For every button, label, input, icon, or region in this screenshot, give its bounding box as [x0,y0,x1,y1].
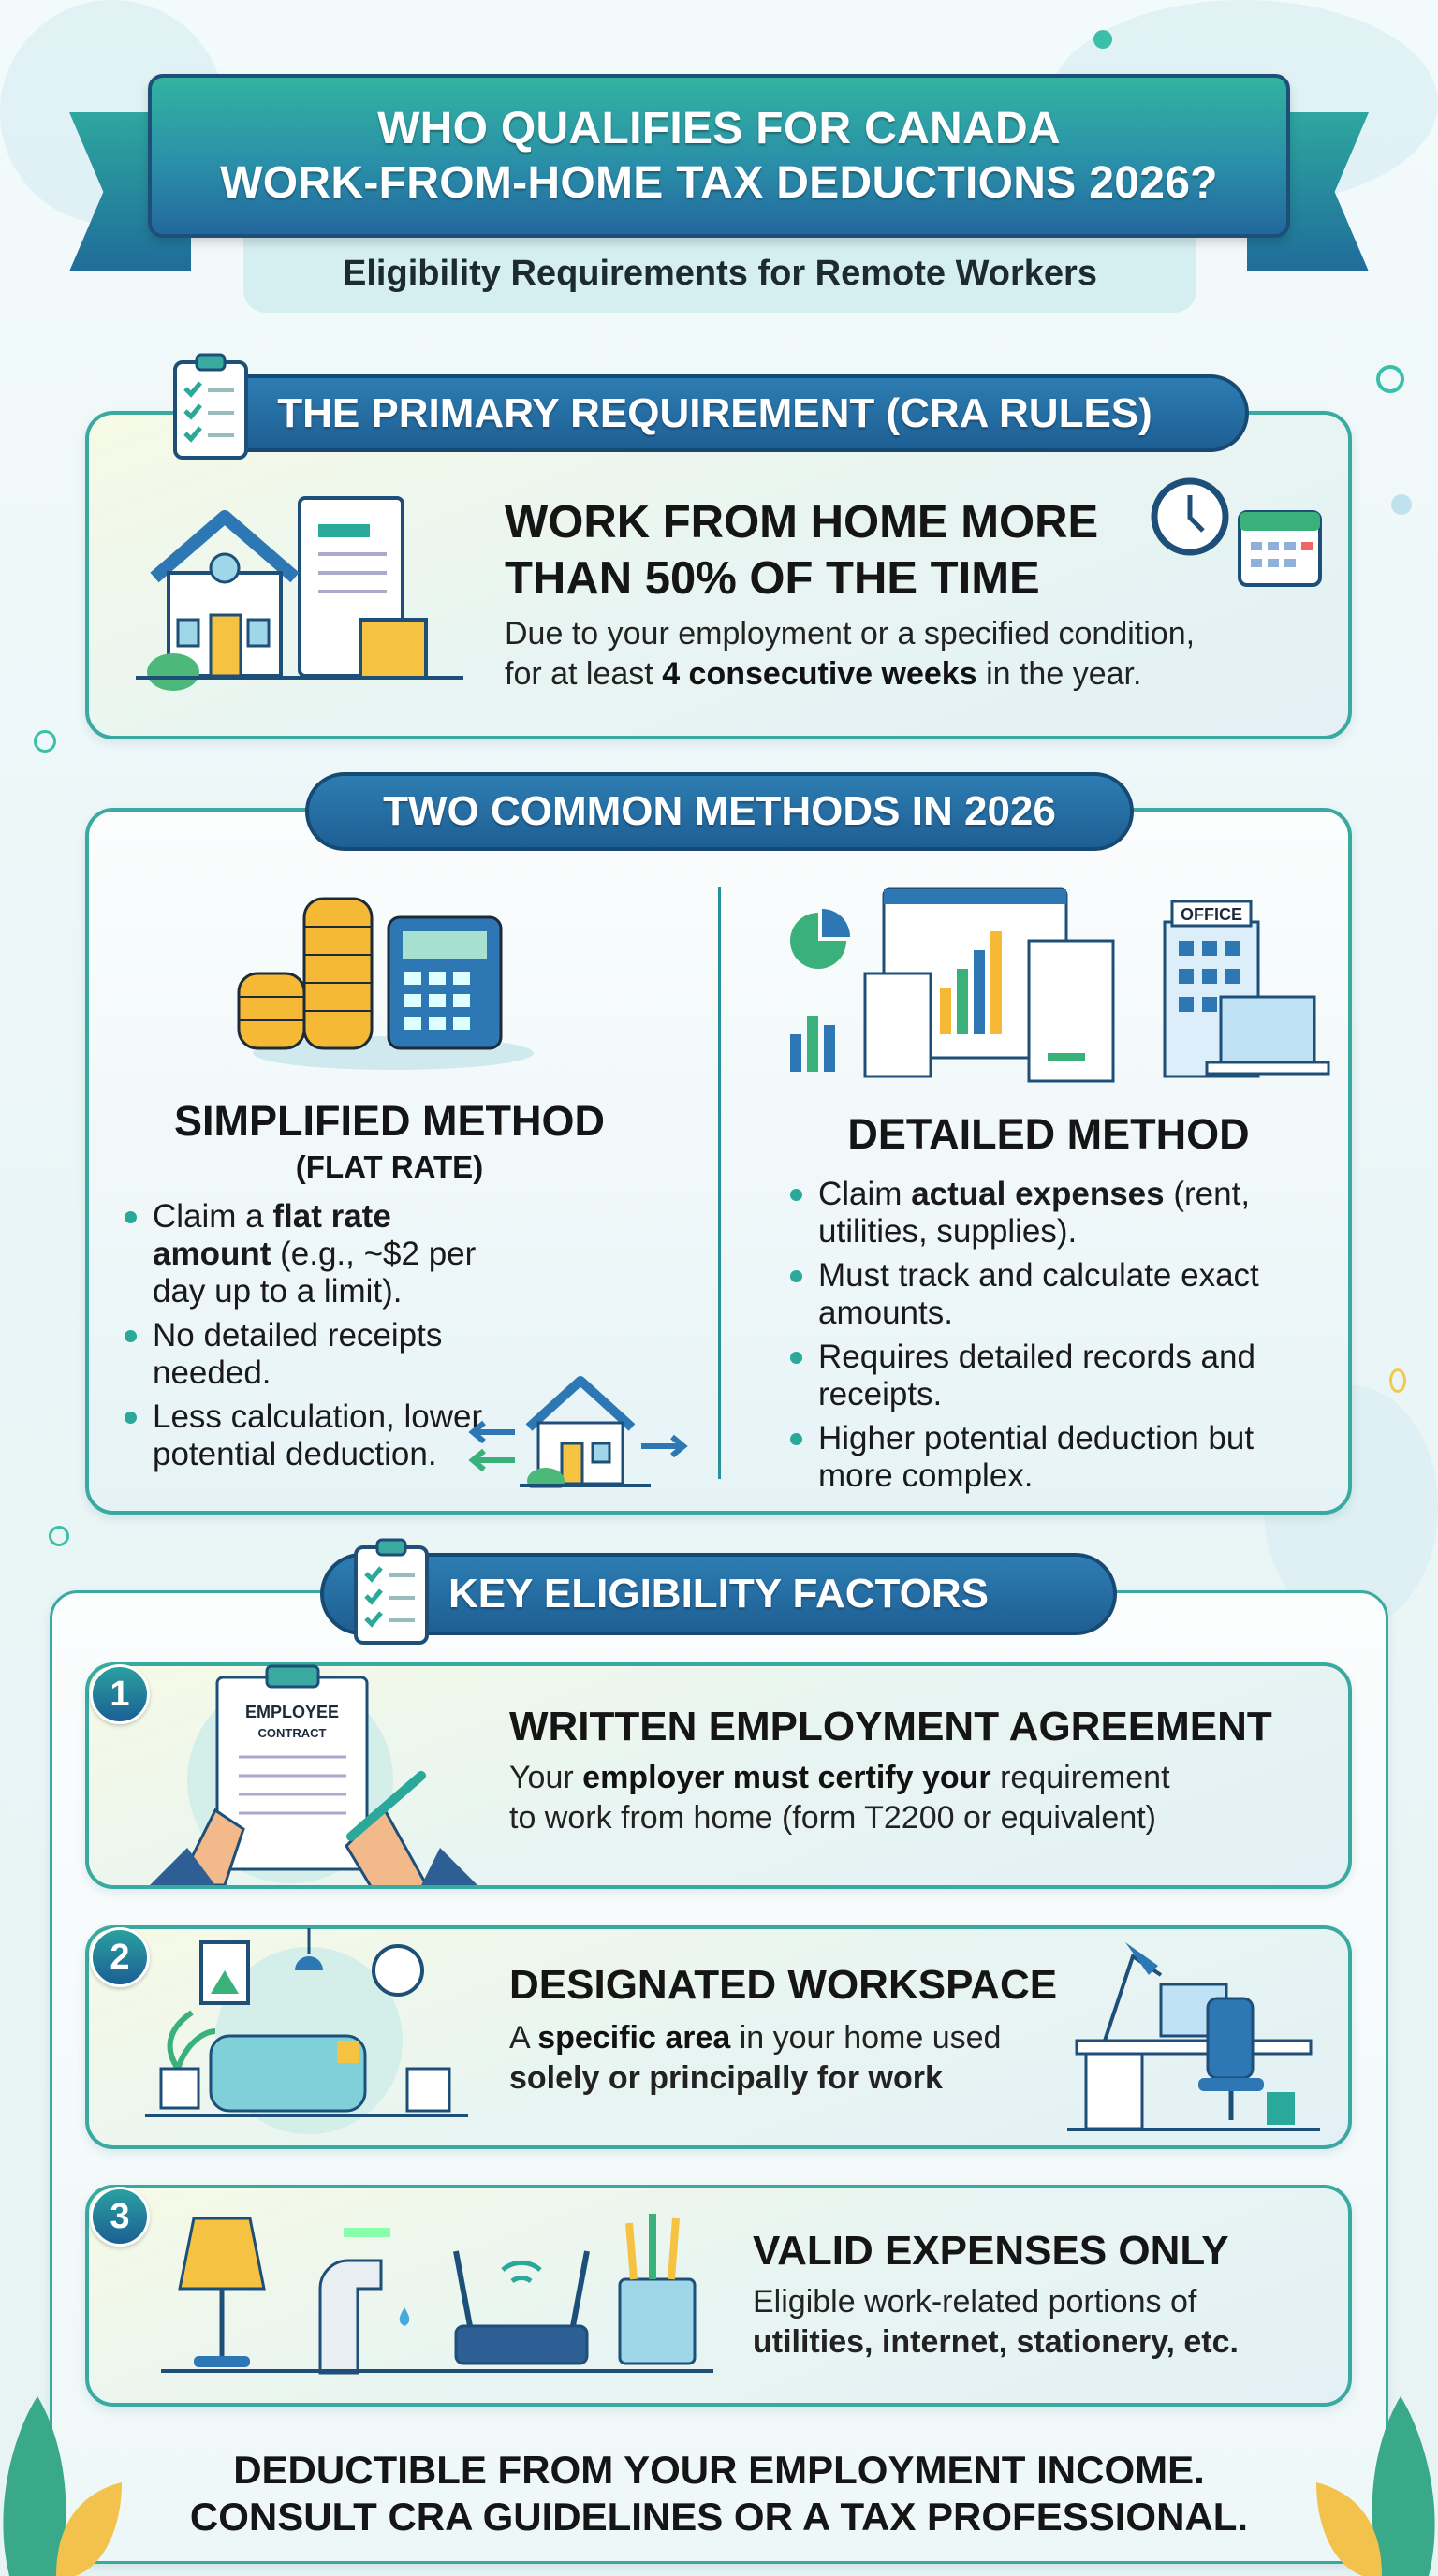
office-sign-text: OFFICE [1181,905,1242,924]
simplified-bullets: Claim a flat rate amount (e.g., ~$2 per … [125,1198,518,1480]
bullet-item: Higher potential deduction but more comp… [790,1420,1314,1495]
utilities-illustration [161,2214,713,2375]
house-arrows-icon [468,1376,688,1488]
checklist-clipboard-icon [173,353,248,460]
detailed-bullets: Claim actual expenses (rent, utilities, … [790,1176,1314,1501]
bullet-item: Claim a flat rate amount (e.g., ~$2 per … [125,1198,518,1310]
living-room-illustration [145,1928,468,2134]
primary-heading-line1: WORK FROM HOME MORE [505,497,1099,548]
factor-desc-1-line1: Your employer must certify your requirem… [509,1760,1170,1795]
leaves-right-decoration [1316,2396,1435,2576]
decor-dot [1391,494,1412,515]
contract-label-2: CONTRACT [258,1726,327,1740]
coins-calculator-icon [237,897,534,1070]
page-title-line2: WORK-FROM-HOME TAX DEDUCTIONS 2026? [220,157,1218,208]
calendar-icon [1238,510,1322,587]
factor-number-2: 2 [90,1927,150,1987]
primary-body-line1: Due to your employment or a specified co… [505,616,1196,651]
factor-title-1: WRITTEN EMPLOYMENT AGREEMENT [509,1704,1272,1749]
checklist-clipboard-icon [354,1538,429,1645]
factor-number-1: 1 [90,1664,150,1724]
clock-icon [1151,477,1229,556]
leaves-left-decoration [3,2396,122,2576]
factor-desc-3-line2: utilities, internet, stationery, etc. [753,2324,1239,2360]
factor-title-2: DESIGNATED WORKSPACE [509,1962,1058,2008]
factor-desc-2-line2: solely or principally for work [509,2060,943,2096]
simplified-method-subtitle: (FLAT RATE) [295,1149,484,1184]
decor-ring [49,1526,69,1546]
desk-workspace-illustration [1067,1942,1320,2131]
factor-desc-1-line2: to work from home (form T2200 or equival… [509,1800,1156,1836]
primary-body-line2: for at least 4 consecutive weeks in the … [505,656,1142,692]
decor-ring [1389,1368,1406,1393]
contract-signing-illustration: EMPLOYEE CONTRACT [150,1664,477,1885]
methods-divider [718,887,721,1479]
footer-line2: CONSULT CRA GUIDELINES OR A TAX PROFESSI… [189,2495,1249,2539]
decor-ring [34,730,56,753]
simplified-method-title: SIMPLIFIED METHOD [174,1097,605,1145]
detailed-method-title: DETAILED METHOD [847,1110,1250,1158]
factors-section-title: KEY ELIGIBILITY FACTORS [320,1553,1117,1635]
primary-heading-line2: THAN 50% OF THE TIME [505,553,1040,604]
contract-label-1: EMPLOYEE [245,1703,339,1721]
primary-section-title: THE PRIMARY REQUIREMENT (CRA RULES) [181,374,1249,452]
bullet-item: No detailed receipts needed. [125,1317,518,1392]
bullet-item: Less calculation, lower potential deduct… [125,1398,490,1473]
footer-line1: DEDUCTIBLE FROM YOUR EMPLOYMENT INCOME. [233,2448,1205,2492]
title-banner: WHO QUALIFIES FOR CANADA WORK-FROM-HOME … [148,74,1290,238]
page-title-line1: WHO QUALIFIES FOR CANADA [377,103,1061,154]
decor-dot [1093,30,1112,49]
methods-section-title: TWO COMMON METHODS IN 2026 [305,772,1134,851]
factor-title-3: VALID EXPENSES ONLY [753,2228,1229,2274]
reports-office-icon: OFFICE [790,887,1330,1083]
decor-ring [1376,365,1404,393]
bullet-item: Claim actual expenses (rent, utilities, … [790,1176,1314,1251]
bullet-item: Must track and calculate exact amounts. [790,1257,1314,1332]
factor-desc-3-line1: Eligible work-related portions of [753,2284,1197,2320]
bullet-item: Requires detailed records and receipts. [790,1339,1314,1413]
factor-desc-2-line1: A specific area in your home used [509,2020,1002,2056]
factor-number-3: 3 [90,2187,150,2247]
house-documents-illustration [136,496,463,691]
